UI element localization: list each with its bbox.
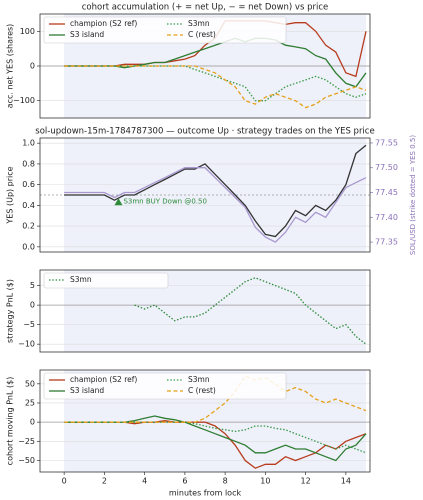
series-line	[64, 144, 367, 238]
legend: champion (S2 ref) S3 island S3mn C (rest)	[43, 372, 287, 400]
series-line	[64, 65, 367, 109]
plot-frame	[39, 369, 371, 473]
y-axis-label: acc. net YES (shares)	[6, 24, 15, 109]
x-tick-label: 0	[62, 477, 67, 486]
y-tick-label: −100	[13, 96, 35, 105]
y-tick-label: 0.4	[22, 201, 35, 210]
trade-marker	[114, 198, 123, 206]
panel-title: cohort accumulation (+ = net Up, − = net…	[82, 3, 329, 13]
y-tick-label: −5	[23, 320, 35, 329]
legend: champion (S2 ref) S3 island S3mn C (rest)	[43, 16, 287, 44]
x-tick-label: 4	[142, 477, 147, 486]
series-line	[64, 65, 367, 102]
y2-tick-label: 77.35	[375, 238, 398, 247]
series-line	[64, 375, 367, 423]
y-tick-label: 0.0	[22, 242, 35, 251]
y-tick-label: 100	[20, 27, 35, 36]
y-tick-label: 0	[30, 301, 35, 310]
legend: S3mn	[43, 272, 169, 289]
panel-title: sol-updown-15m-1784787300 — outcome Up ·…	[35, 127, 374, 137]
y2-tick-label: 77.50	[375, 163, 398, 172]
y-tick-label: 5	[30, 281, 35, 290]
legend-box	[43, 272, 169, 289]
y2-tick-label: 77.45	[375, 188, 398, 197]
y-axis-label: YES (Up) price	[6, 166, 15, 224]
plot-frame	[39, 13, 371, 119]
y-tick-label: 0.6	[22, 180, 35, 189]
legend-label: S3mn	[188, 19, 210, 28]
y-axis-label: cohort moving PnL ($)	[6, 377, 15, 466]
y-tick-label: 0	[30, 62, 35, 71]
plot-frame	[39, 269, 371, 353]
legend-label: S3mn	[70, 275, 92, 284]
legend-label: S3 island	[70, 30, 104, 39]
y2-tick-label: 77.40	[375, 213, 398, 222]
y-tick-label: 0.8	[22, 159, 35, 168]
legend-label: champion (S2 ref)	[70, 19, 137, 28]
x-tick-label: 8	[223, 477, 228, 486]
legend-label: S3 island	[70, 386, 104, 395]
y-tick-label: 0.2	[22, 222, 35, 231]
window-shade	[64, 138, 366, 252]
y-axis-label: strategy PnL ($)	[6, 279, 15, 343]
x-tick-label: 12	[301, 477, 311, 486]
y-tick-label: 0	[30, 418, 35, 427]
legend-label: C (rest)	[188, 386, 216, 395]
legend-label: C (rest)	[188, 30, 216, 39]
plot-frame	[39, 137, 371, 253]
x-tick-label: 6	[182, 477, 187, 486]
x-tick-label: 10	[260, 477, 270, 486]
y-tick-label: −25	[18, 437, 35, 446]
y-tick-label: −50	[18, 456, 35, 465]
annotation: S3mn BUY Down @0.50	[123, 197, 206, 205]
series-line	[64, 167, 367, 243]
y2-tick-label: 77.55	[375, 138, 398, 147]
y2-axis-label: SOL/USD (strike dotted = YES 0.5)	[409, 135, 417, 255]
legend-box	[43, 16, 287, 44]
y-tick-label: 50	[25, 379, 35, 388]
legend-label: S3mn	[188, 375, 210, 384]
y-tick-label: 1.0	[22, 139, 35, 148]
y-tick-label: 25	[25, 398, 35, 407]
x-axis-label: minutes from lock	[169, 489, 242, 498]
legend-label: champion (S2 ref)	[70, 375, 137, 384]
x-tick-label: 14	[341, 477, 351, 486]
x-tick-label: 2	[102, 477, 107, 486]
series-line	[64, 421, 367, 454]
legend-box	[43, 372, 287, 400]
y-tick-label: −10	[18, 340, 35, 349]
